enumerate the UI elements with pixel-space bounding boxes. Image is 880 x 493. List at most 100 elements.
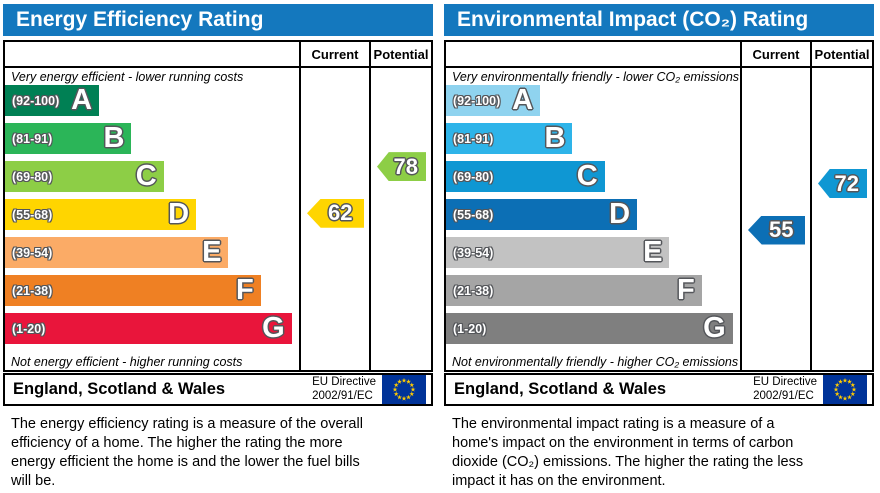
energy-bars: (92-100) A (81-91) B (69-80) C (55-68) D (39… <box>5 85 299 351</box>
band-letter: D <box>168 197 190 230</box>
environmental-bars: (92-100) A (81-91) B (69-80) C (55-68) D (39… <box>446 85 740 351</box>
energy-current-arrow: 62 <box>307 198 364 228</box>
environmental-band-bar-d: (55-68) D <box>446 197 638 230</box>
energy-potential-column-header: Potential <box>369 42 431 68</box>
eu-flag-icon <box>382 375 426 404</box>
band-range-label: (92-100) <box>12 93 60 108</box>
band-letter: G <box>703 311 726 344</box>
eu-directive-line1: EU Directive <box>753 376 817 389</box>
energy-band-bar-c: (69-80) C <box>5 161 164 192</box>
environmental-potential-arrow: 72 <box>818 169 867 199</box>
band-row-d: (55-68) D <box>446 199 740 237</box>
energy-rating-chart: Current Potential Very energy efficient … <box>3 40 433 372</box>
energy-panel-title: Energy Efficiency Rating <box>3 4 433 36</box>
band-letter: C <box>576 159 598 192</box>
eu-flag-icon <box>823 375 867 404</box>
energy-top-note: Very energy efficient - lower running co… <box>11 70 244 84</box>
energy-potential-value: 78 <box>393 153 418 179</box>
band-letter: A <box>71 83 93 116</box>
band-letter: E <box>202 235 222 268</box>
environmental-current-value: 55 <box>769 217 794 242</box>
environmental-band-bar-f: (21-38) F <box>446 275 702 306</box>
band-row-a: (92-100) A <box>5 85 299 123</box>
band-range-label: (21-38) <box>12 283 53 298</box>
band-range-label: (21-38) <box>453 283 494 298</box>
environmental-band-bar-b: (81-91) B <box>446 121 573 154</box>
energy-current-column: 62 <box>299 68 369 370</box>
energy-footer: England, Scotland & Wales EU Directive 2… <box>3 373 433 406</box>
energy-band-area: Very energy efficient - lower running co… <box>5 68 299 370</box>
region-label: England, Scotland & Wales <box>454 380 667 398</box>
band-letter: C <box>135 159 157 192</box>
band-range-label: (39-54) <box>453 245 494 260</box>
band-range-label: (1-20) <box>12 321 46 336</box>
environmental-band-area: Very environmentally friendly - lower CO… <box>446 68 740 370</box>
band-row-g: (1-20) G <box>446 313 740 351</box>
energy-band-bar-g: (1-20) G <box>5 313 292 344</box>
band-row-b: (81-91) B <box>5 123 299 161</box>
environmental-panel-title-text: Environmental Impact (CO₂) Rating <box>457 8 809 31</box>
band-range-label: (69-80) <box>453 169 494 184</box>
band-range-label: (92-100) <box>453 93 501 108</box>
environmental-band-bar-g: (1-20) G <box>446 313 733 344</box>
energy-bottom-note: Not energy efficient - higher running co… <box>11 355 243 369</box>
energy-panel-title-text: Energy Efficiency Rating <box>16 8 264 31</box>
energy-band-bar-e: (39-54) E <box>5 235 229 268</box>
environmental-current-column-header: Current <box>740 42 810 68</box>
eu-directive-line1: EU Directive <box>312 376 376 389</box>
eu-directive-line2: 2002/91/EC <box>312 389 373 402</box>
environmental-potential-column: 72 <box>810 68 872 370</box>
environmental-potential-column-header: Potential <box>810 42 872 68</box>
band-range-label: (81-91) <box>12 131 53 146</box>
band-row-c: (69-80) C <box>446 161 740 199</box>
environmental-bottom-note: Not environmentally friendly - higher CO… <box>452 355 739 369</box>
band-row-c: (69-80) C <box>5 161 299 199</box>
environmental-potential-value: 72 <box>834 170 859 196</box>
environmental-footer: England, Scotland & Wales EU Directive 2… <box>444 373 874 406</box>
energy-potential-arrow: 78 <box>377 152 426 182</box>
band-row-f: (21-38) F <box>446 275 740 313</box>
band-row-d: (55-68) D <box>5 199 299 237</box>
environmental-current-column: 55 <box>740 68 810 370</box>
band-range-label: (69-80) <box>12 169 53 184</box>
energy-band-bar-a: (92-100) A <box>5 83 100 116</box>
energy-efficiency-panel: Energy Efficiency Rating Current Potenti… <box>3 4 433 492</box>
environmental-description: The environmental impact rating is a mea… <box>452 416 804 490</box>
band-range-label: (55-68) <box>12 207 53 222</box>
eu-directive-label: EU Directive 2002/91/EC <box>312 376 376 402</box>
band-row-g: (1-20) G <box>5 313 299 351</box>
band-row-f: (21-38) F <box>5 275 299 313</box>
energy-band-bar-d: (55-68) D <box>5 197 197 230</box>
band-range-label: (55-68) <box>453 207 494 222</box>
environmental-header-spacer <box>446 42 740 68</box>
band-range-label: (1-20) <box>453 321 487 336</box>
energy-potential-column: 78 <box>369 68 431 370</box>
energy-header-spacer <box>5 42 299 68</box>
energy-current-column-header: Current <box>299 42 369 68</box>
band-range-label: (39-54) <box>12 245 53 260</box>
environmental-panel-title: Environmental Impact (CO₂) Rating <box>444 4 874 36</box>
band-row-a: (92-100) A <box>446 85 740 123</box>
band-row-e: (39-54) E <box>5 237 299 275</box>
band-letter: F <box>677 273 695 306</box>
band-letter: A <box>512 83 534 116</box>
eu-directive-label: EU Directive 2002/91/EC <box>753 376 817 402</box>
band-row-e: (39-54) E <box>446 237 740 275</box>
band-letter: B <box>544 121 566 154</box>
energy-band-bar-b: (81-91) B <box>5 121 132 154</box>
environmental-impact-panel: Environmental Impact (CO₂) Rating Curren… <box>444 4 874 492</box>
environmental-rating-chart: Current Potential Very environmentally f… <box>444 40 874 372</box>
band-letter: D <box>609 197 631 230</box>
band-letter: E <box>643 235 663 268</box>
environmental-band-bar-e: (39-54) E <box>446 235 670 268</box>
energy-current-value: 62 <box>328 200 353 226</box>
energy-description: The energy efficiency rating is a measur… <box>11 416 363 490</box>
energy-band-bar-f: (21-38) F <box>5 275 261 306</box>
band-letter: F <box>236 273 254 306</box>
band-letter: B <box>103 121 125 154</box>
band-range-label: (81-91) <box>453 131 494 146</box>
region-label: England, Scotland & Wales <box>13 380 226 398</box>
band-letter: G <box>262 311 285 344</box>
environmental-band-bar-c: (69-80) C <box>446 161 605 192</box>
environmental-top-note: Very environmentally friendly - lower CO… <box>452 70 740 84</box>
